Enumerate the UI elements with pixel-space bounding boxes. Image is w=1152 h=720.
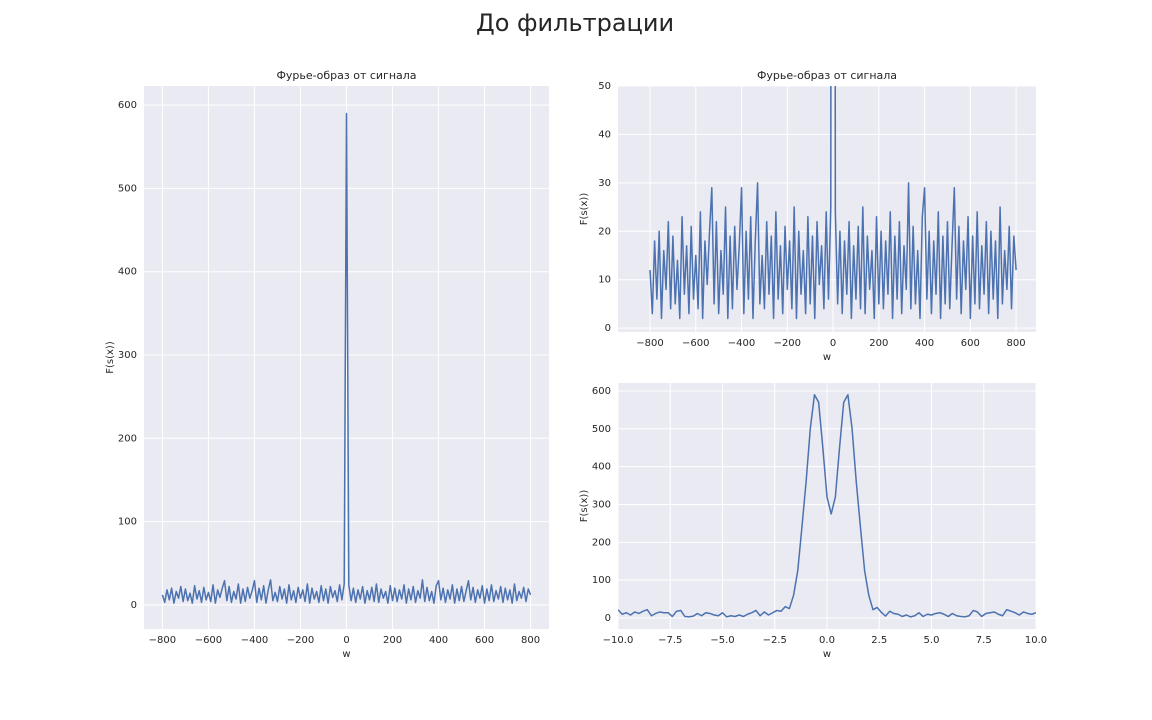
x-tick-label: −400 [728,338,755,349]
subplot-title: Фурье-образ от сигнала [276,69,416,82]
x-tick-label: 2.5 [871,635,887,646]
x-tick-label: −2.5 [763,635,787,646]
x-tick-label: 5.0 [924,635,940,646]
subplot-title: Фурье-образ от сигнала [757,69,897,82]
y-tick-label: 300 [118,350,137,361]
y-tick-label: 0 [605,323,611,334]
x-tick-label: 200 [869,338,888,349]
y-tick-label: 200 [592,537,611,548]
y-tick-label: 300 [592,499,611,510]
x-tick-label: 800 [1007,338,1026,349]
y-tick-label: 100 [592,575,611,586]
y-tick-label: 500 [592,424,611,435]
x-tick-label: 400 [915,338,934,349]
x-tick-label: 0 [343,635,349,646]
x-axis-label: w [823,352,831,363]
y-tick-label: 10 [598,275,611,286]
x-tick-label: −200 [287,635,314,646]
y-axis-label: F(s(x)) [579,490,590,523]
x-tick-label: −800 [149,635,176,646]
y-tick-label: 600 [592,386,611,397]
x-tick-label: 7.5 [976,635,992,646]
x-axis-label: w [823,649,831,660]
y-tick-label: 0 [605,613,611,624]
data-line [649,86,1017,320]
x-tick-label: −600 [682,338,709,349]
y-tick-label: 400 [118,267,137,278]
y-tick-label: 200 [118,433,137,444]
y-tick-label: 50 [598,81,611,92]
data-line [618,393,1036,618]
x-tick-label: −800 [636,338,663,349]
x-tick-label: 800 [521,635,540,646]
y-tick-label: 600 [118,100,137,111]
y-axis-label: F(s(x)) [105,341,116,374]
y-tick-label: 100 [118,517,137,528]
x-tick-label: 600 [961,338,980,349]
x-tick-label: 10.0 [1025,635,1047,646]
x-tick-label: 200 [383,635,402,646]
y-tick-label: 500 [118,183,137,194]
y-tick-label: 0 [131,600,137,611]
y-tick-label: 30 [598,178,611,189]
x-axis-label: w [342,649,350,660]
figure-title: До фильтрации [476,9,674,37]
x-tick-label: 0 [830,338,836,349]
x-tick-label: 600 [475,635,494,646]
x-tick-label: 0.0 [819,635,835,646]
data-line [161,112,532,604]
x-tick-label: −7.5 [658,635,682,646]
x-tick-label: −200 [774,338,801,349]
x-tick-label: −400 [241,635,268,646]
x-tick-label: −10.0 [603,635,634,646]
y-tick-label: 400 [592,462,611,473]
y-tick-label: 40 [598,129,611,140]
y-axis-label: F(s(x)) [579,193,590,226]
x-tick-label: 400 [429,635,448,646]
y-tick-label: 20 [598,226,611,237]
x-tick-label: −600 [195,635,222,646]
x-tick-label: −5.0 [710,635,734,646]
